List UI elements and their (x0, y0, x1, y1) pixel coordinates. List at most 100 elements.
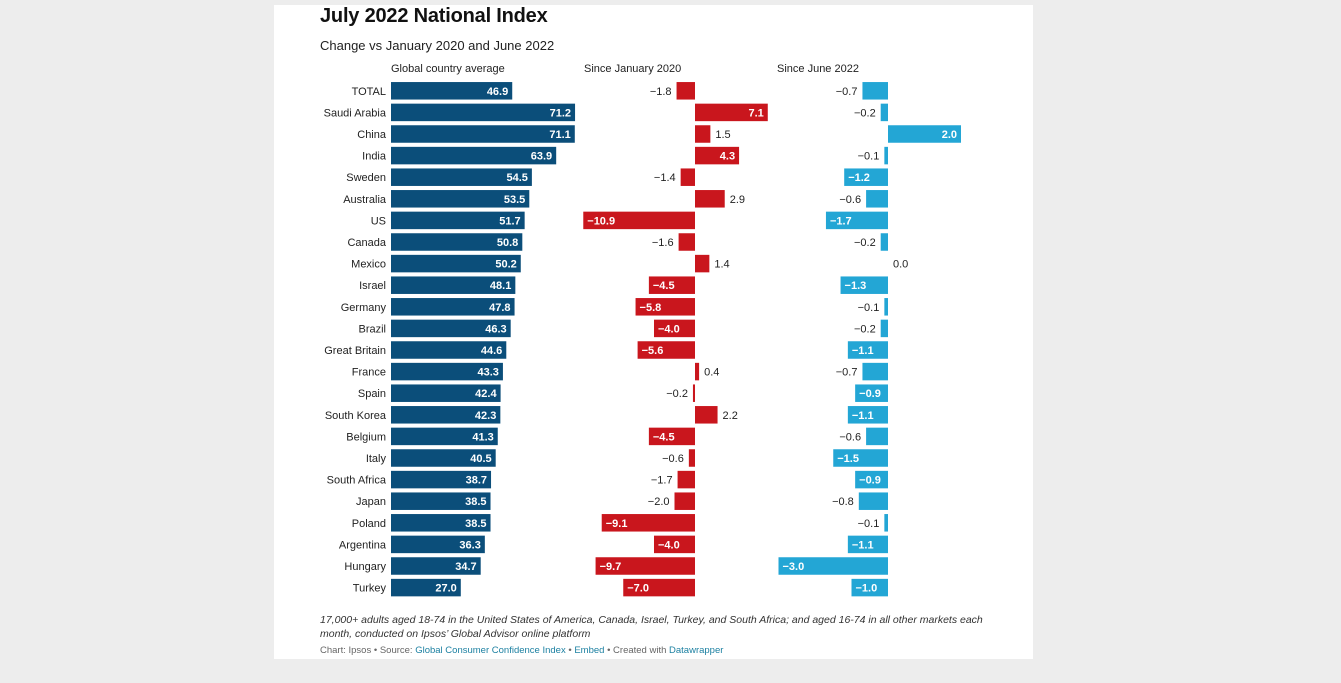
value-jan2020-belgium: −4.5 (653, 431, 675, 443)
bar-jun2022-south-africa (855, 470, 888, 489)
value-global-saudi-arabia: 71.2 (550, 107, 571, 119)
value-jun2022-poland: −0.1 (858, 518, 880, 530)
value-jan2020-turkey: −7.0 (627, 583, 649, 595)
value-jan2020-us: −10.9 (587, 215, 615, 227)
bar-jun2022-sweden (844, 168, 888, 186)
chart-footer: Chart: Ipsos • Source: Global Consumer C… (320, 645, 723, 656)
value-global-spain: 42.4 (475, 388, 497, 400)
bar-jan2020-india (695, 146, 740, 165)
bar-jan2020-saudi-arabia (695, 103, 768, 122)
value-jun2022-brazil: −0.2 (854, 323, 876, 335)
bar-jan2020-belgium (648, 427, 695, 446)
chart-card: July 2022 National Index Change vs Janua… (274, 5, 1033, 659)
bar-global-sweden (391, 168, 532, 186)
bar-jun2022-spain (855, 384, 888, 402)
embed-link[interactable]: Embed (574, 645, 605, 656)
value-jun2022-spain: −0.9 (859, 388, 881, 400)
bar-jun2022-china (888, 125, 961, 143)
bar-global-south-africa (391, 470, 492, 489)
value-global-south-korea: 42.3 (475, 410, 496, 422)
bar-jan2020-turkey (623, 578, 695, 597)
header-since-jun-2022: Since June 2022 (777, 63, 859, 75)
value-jan2020-total: −1.8 (650, 86, 672, 98)
bar-jun2022-south-korea (847, 406, 888, 424)
bar-jun2022-us (825, 211, 888, 230)
bar-jun2022-india (884, 146, 888, 165)
value-global-italy: 40.5 (470, 453, 491, 465)
category-label-france: France (352, 367, 386, 379)
bar-jan2020-canada (678, 233, 695, 251)
bar-global-india (391, 146, 557, 165)
value-global-argentina: 36.3 (459, 539, 480, 551)
value-jan2020-saudi-arabia: 7.1 (748, 107, 763, 119)
bar-jun2022-belgium (866, 427, 888, 446)
value-global-south-africa: 38.7 (466, 475, 487, 487)
value-jun2022-sweden: −1.2 (848, 172, 870, 184)
bar-jan2020-germany (635, 298, 695, 316)
bar-jan2020-italy (688, 449, 695, 467)
category-label-canada: Canada (347, 237, 386, 249)
bar-global-belgium (391, 427, 498, 446)
value-jun2022-total: −0.7 (836, 86, 858, 98)
value-global-belgium: 41.3 (472, 431, 493, 443)
value-jun2022-south-korea: −1.1 (852, 410, 874, 422)
category-label-sweden: Sweden (346, 172, 386, 184)
value-jan2020-france: 0.4 (704, 367, 719, 379)
category-label-spain: Spain (358, 388, 386, 400)
value-global-canada: 50.8 (497, 237, 518, 249)
chart-subtitle: Change vs January 2020 and June 2022 (320, 38, 555, 53)
value-jan2020-poland: −9.1 (606, 518, 628, 530)
footer-separator: • (565, 645, 575, 656)
value-jun2022-italy: −1.5 (837, 453, 859, 465)
footer-prefix: Chart: Ipsos • Source: (320, 645, 416, 656)
header-global-average: Global country average (391, 63, 505, 75)
category-label-south-korea: South Korea (325, 410, 387, 422)
value-global-germany: 47.8 (489, 302, 510, 314)
value-global-australia: 53.5 (504, 194, 525, 206)
bar-global-china (391, 125, 575, 143)
category-label-brazil: Brazil (358, 323, 386, 335)
value-jan2020-south-africa: −1.7 (651, 475, 673, 487)
bar-global-brazil (391, 319, 511, 338)
value-jan2020-india: 4.3 (720, 151, 735, 163)
bar-global-us (391, 211, 525, 230)
value-jun2022-china: 2.0 (942, 129, 957, 141)
value-jun2022-turkey: −1.0 (856, 583, 878, 595)
bar-global-germany (391, 298, 515, 316)
value-jan2020-germany: −5.8 (640, 302, 662, 314)
category-label-belgium: Belgium (346, 431, 386, 443)
value-jun2022-germany: −0.1 (858, 302, 880, 314)
value-global-india: 63.9 (531, 151, 552, 163)
source-link[interactable]: Global Consumer Confidence Index (415, 645, 566, 656)
bar-global-spain (391, 384, 501, 402)
value-global-japan: 38.5 (465, 496, 486, 508)
category-label-turkey: Turkey (353, 583, 387, 595)
bar-jun2022-australia (866, 190, 888, 208)
bar-global-argentina (391, 535, 485, 554)
bar-global-turkey (391, 578, 461, 597)
bar-jan2020-china (695, 125, 711, 143)
bar-jan2020-great-britain (637, 341, 695, 359)
bar-jun2022-total (862, 82, 888, 100)
category-label-china: China (357, 129, 387, 141)
category-label-hungary: Hungary (344, 561, 386, 573)
bar-jan2020-israel (648, 276, 695, 294)
value-global-france: 43.3 (478, 367, 499, 379)
bar-global-south-korea (391, 406, 501, 424)
value-jan2020-canada: −1.6 (652, 237, 674, 249)
value-jun2022-mexico: 0.0 (893, 259, 908, 271)
bar-global-poland (391, 514, 491, 532)
bar-global-hungary (391, 557, 481, 575)
bar-jan2020-mexico (695, 254, 710, 273)
category-label-argentina: Argentina (339, 539, 387, 551)
category-label-germany: Germany (341, 302, 387, 314)
datawrapper-link[interactable]: Datawrapper (669, 645, 724, 656)
value-jun2022-india: −0.1 (858, 151, 880, 163)
bar-global-saudi-arabia (391, 103, 576, 122)
value-jun2022-australia: −0.6 (839, 194, 861, 206)
value-jan2020-china: 1.5 (715, 129, 730, 141)
bar-jun2022-poland (884, 514, 888, 532)
value-global-great-britain: 44.6 (481, 345, 502, 357)
bar-global-great-britain (391, 341, 507, 359)
bar-jan2020-us (583, 211, 695, 230)
